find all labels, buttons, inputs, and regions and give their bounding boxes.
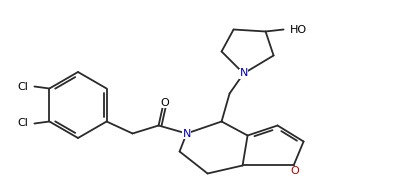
Text: O: O bbox=[290, 167, 298, 176]
Text: N: N bbox=[239, 68, 247, 79]
Text: N: N bbox=[182, 129, 190, 139]
Text: O: O bbox=[160, 98, 169, 107]
Text: HO: HO bbox=[289, 25, 306, 35]
Text: Cl: Cl bbox=[18, 82, 28, 91]
Text: Cl: Cl bbox=[18, 119, 28, 129]
